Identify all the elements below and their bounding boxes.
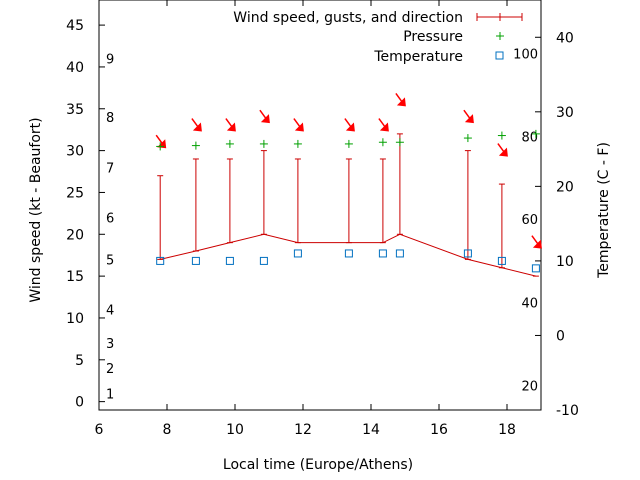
wind-speed-line bbox=[160, 233, 537, 277]
axes: 6 8 10 12 14 16 18051015202530354045-100102030… bbox=[66, 0, 579, 438]
temperature-point bbox=[225, 256, 234, 265]
legend-swatch-temperature bbox=[495, 51, 504, 60]
pressure-point bbox=[378, 138, 387, 147]
legend: Wind speed, gusts, and direction Pressur… bbox=[233, 10, 523, 65]
pressure-point bbox=[293, 139, 302, 148]
beaufort-label: 6 bbox=[106, 212, 114, 227]
x-axis-label: Local time (Europe/Athens) bbox=[223, 457, 413, 473]
pressure-point bbox=[156, 142, 165, 151]
pressure-point bbox=[225, 139, 234, 148]
y-tick-label: 5 bbox=[75, 353, 84, 369]
y-axis-label: Wind speed (kt - Beaufort) bbox=[28, 117, 44, 302]
beaufort-label: 5 bbox=[106, 253, 114, 268]
wind-direction-arrow-head bbox=[260, 114, 270, 124]
temperature-point bbox=[344, 249, 353, 258]
y-tick-label: 25 bbox=[66, 185, 84, 201]
y2-tick-label: 0 bbox=[556, 328, 565, 344]
pressure-point bbox=[497, 131, 506, 140]
y-tick-label: 45 bbox=[66, 18, 84, 34]
wind-direction-arrow bbox=[191, 118, 202, 132]
wind-direction-arrow-head bbox=[464, 114, 474, 124]
y2-tick-label: -10 bbox=[556, 403, 579, 419]
x-tick-label: 14 bbox=[362, 422, 380, 438]
wind-direction-arrow-head bbox=[192, 122, 202, 132]
y-tick-label: 10 bbox=[66, 311, 84, 327]
wind-direction-arrow bbox=[225, 118, 236, 132]
legend-label-pressure: Pressure bbox=[403, 29, 463, 45]
x-tick-label: 10 bbox=[226, 422, 244, 438]
legend-swatch-wind bbox=[476, 13, 523, 21]
chart-marks bbox=[155, 92, 542, 277]
beaufort-label: 7 bbox=[106, 161, 114, 176]
wind-direction-arrow bbox=[395, 92, 406, 107]
wind-direction-arrow-head bbox=[345, 122, 355, 132]
wind-direction-arrow bbox=[378, 118, 389, 132]
legend-label-temperature: Temperature bbox=[373, 49, 463, 65]
y-tick-label: 0 bbox=[75, 395, 84, 411]
fahrenheit-label: 100 bbox=[513, 48, 538, 63]
wind-direction-arrow-head bbox=[226, 122, 236, 132]
temperature-point bbox=[259, 256, 268, 265]
temperature-point bbox=[463, 249, 472, 258]
pressure-point bbox=[463, 134, 472, 143]
y-tick-label: 15 bbox=[66, 269, 84, 285]
beaufort-label: 1 bbox=[106, 387, 114, 402]
beaufort-label: 9 bbox=[106, 53, 114, 68]
wind-direction-arrow-head bbox=[498, 147, 508, 157]
plot-frame bbox=[98, 0, 542, 411]
wind-direction-arrow bbox=[497, 143, 508, 157]
y-tick-label: 30 bbox=[66, 144, 84, 160]
y-tick-label: 40 bbox=[66, 60, 84, 76]
temperature-point bbox=[531, 264, 540, 273]
fahrenheit-label: 60 bbox=[521, 213, 538, 228]
y-tick-label: 20 bbox=[66, 227, 84, 243]
beaufort-label: 3 bbox=[106, 337, 114, 352]
x-tick-label: 18 bbox=[498, 422, 516, 438]
y2-tick-label: 30 bbox=[556, 105, 574, 121]
beaufort-label: 8 bbox=[106, 111, 114, 126]
wind-direction-arrow bbox=[531, 235, 542, 249]
wind-direction-arrow bbox=[293, 118, 304, 132]
beaufort-label: 4 bbox=[106, 304, 114, 319]
fahrenheit-label: 20 bbox=[521, 379, 538, 394]
temperature-point bbox=[191, 256, 200, 265]
temperature-point bbox=[395, 249, 404, 258]
pressure-point bbox=[191, 141, 200, 150]
temperature-point bbox=[156, 256, 165, 265]
beaufort-labels: 1 2 3 4 5 6 7 8 9 bbox=[106, 53, 114, 403]
wind-direction-arrow-head bbox=[379, 122, 389, 132]
x-tick-label: 6 bbox=[95, 422, 104, 438]
wind-direction-arrow bbox=[259, 109, 270, 124]
y2-tick-label: 10 bbox=[556, 254, 574, 270]
y2-axis-label: Temperature (C - F) bbox=[596, 142, 612, 279]
x-tick-label: 16 bbox=[430, 422, 448, 438]
wind-direction-arrow bbox=[344, 118, 355, 132]
legend-swatch-pressure bbox=[496, 32, 504, 40]
x-tick-label: 8 bbox=[163, 422, 172, 438]
wind-direction-arrow-head bbox=[532, 239, 542, 249]
temperature-point bbox=[497, 256, 506, 265]
fahrenheit-label: 40 bbox=[521, 297, 538, 312]
y2-tick-label: 20 bbox=[556, 179, 574, 195]
beaufort-label: 2 bbox=[106, 362, 114, 377]
y2-tick-label: 40 bbox=[556, 30, 574, 46]
temperature-point bbox=[293, 249, 302, 258]
pressure-point bbox=[395, 138, 404, 147]
pressure-point bbox=[531, 129, 540, 138]
pressure-point bbox=[259, 139, 268, 148]
legend-label-wind: Wind speed, gusts, and direction bbox=[233, 10, 463, 26]
pressure-point bbox=[344, 139, 353, 148]
y-tick-label: 35 bbox=[66, 102, 84, 118]
wind-direction-arrow-head bbox=[294, 122, 304, 132]
temperature-point bbox=[378, 249, 387, 258]
x-tick-label: 12 bbox=[294, 422, 312, 438]
wind-direction-arrow bbox=[463, 109, 474, 124]
wind-direction-arrow-head bbox=[396, 97, 406, 107]
